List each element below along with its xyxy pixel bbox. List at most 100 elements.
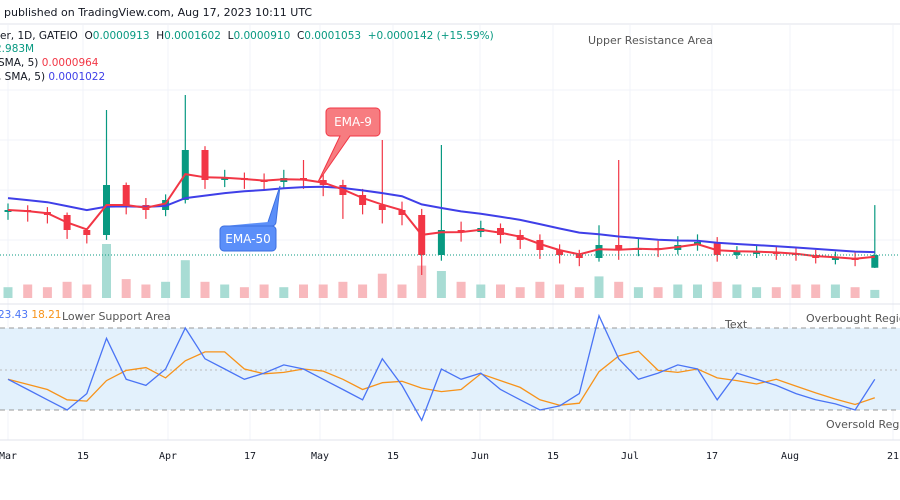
x-tick-label: Jun bbox=[471, 451, 489, 462]
x-tick-label: Jul bbox=[621, 451, 639, 462]
volume-value: 2.983M bbox=[0, 43, 35, 55]
volume-bar bbox=[535, 281, 545, 298]
candle-body bbox=[103, 185, 110, 235]
volume-bar bbox=[318, 284, 328, 298]
candle-body bbox=[871, 255, 879, 268]
candle-body bbox=[378, 205, 386, 210]
volume-bar bbox=[732, 284, 742, 298]
volume-bar bbox=[42, 287, 52, 298]
candle-body bbox=[733, 252, 741, 255]
candle-body bbox=[713, 242, 721, 255]
candle-body bbox=[556, 250, 564, 255]
volume-bar bbox=[476, 284, 486, 298]
x-tick-label: 21 bbox=[887, 451, 899, 462]
volume-bar bbox=[830, 284, 840, 298]
rsi-ma-value: 18.21 bbox=[31, 309, 62, 321]
candle-body bbox=[437, 230, 445, 255]
volume-bar bbox=[456, 281, 466, 298]
volume-bar bbox=[102, 244, 111, 298]
volume-bar bbox=[850, 287, 860, 298]
volume-bar bbox=[496, 284, 505, 298]
volume-bar bbox=[712, 281, 722, 298]
x-tick-label: 17 bbox=[244, 451, 256, 462]
low-label: L bbox=[227, 30, 234, 42]
open-value: 0.0000913 bbox=[92, 30, 150, 42]
volume-bar bbox=[870, 289, 880, 298]
x-axis: Mar 15 Apr 17 May 15 Jun 15 Jul 17 Aug 21 bbox=[0, 451, 899, 462]
rsi-value: 23.43 bbox=[0, 309, 29, 321]
volume-bar bbox=[653, 287, 663, 298]
change-value: +0.0000142 (+15.59%) bbox=[367, 30, 494, 42]
x-tick-label: 17 bbox=[706, 451, 718, 462]
volume-bar bbox=[515, 287, 525, 298]
x-tick-label: 15 bbox=[387, 451, 399, 462]
volume-bar bbox=[752, 287, 762, 298]
x-tick-label: Aug bbox=[781, 451, 799, 462]
volume-bar bbox=[279, 287, 289, 298]
candle-body bbox=[359, 195, 367, 205]
rsi-line bbox=[7, 313, 876, 422]
x-tick-label: May bbox=[311, 451, 329, 462]
volume-bar bbox=[259, 284, 269, 298]
ema9-callout[interactable] bbox=[317, 107, 381, 183]
candle-body bbox=[615, 245, 623, 250]
volume-bar bbox=[673, 284, 683, 298]
candle-body bbox=[753, 252, 761, 254]
rsi-ma-line bbox=[7, 350, 876, 406]
upper-resistance-label: Upper Resistance Area bbox=[588, 34, 713, 47]
oversold-label: Oversold Regio bbox=[826, 418, 900, 431]
volume-bar bbox=[377, 273, 387, 298]
lower-support-label: Lower Support Area bbox=[62, 310, 171, 323]
open-label: O bbox=[84, 30, 93, 42]
volume-bar bbox=[633, 287, 643, 298]
volume-bar bbox=[220, 284, 230, 298]
text-label: Text bbox=[725, 318, 748, 331]
high-label: H bbox=[156, 30, 165, 42]
volume-bar bbox=[555, 284, 565, 298]
volume-bar bbox=[62, 281, 72, 298]
volume-bar bbox=[141, 284, 151, 298]
close-label: C bbox=[296, 30, 305, 42]
ma2-name: , SMA, 5) bbox=[0, 71, 46, 83]
x-tick-label: Apr bbox=[159, 451, 177, 462]
candles bbox=[4, 95, 879, 275]
x-tick-label: 15 bbox=[77, 451, 89, 462]
symbol-label[interactable]: er, 1D, GATEIO bbox=[0, 30, 78, 42]
volume-bar bbox=[180, 260, 190, 298]
ma2-value: 0.0001022 bbox=[48, 71, 106, 83]
volume-bar bbox=[3, 287, 13, 298]
volume-bar bbox=[161, 281, 171, 298]
grid bbox=[0, 25, 900, 440]
close-value: 0.0001053 bbox=[304, 30, 362, 42]
published-header: published on TradingView.com, Aug 17, 20… bbox=[4, 6, 313, 19]
low-value: 0.0000910 bbox=[233, 30, 291, 42]
x-tick-label: Mar bbox=[0, 451, 17, 462]
ema50-callout-label: EMA-50 bbox=[225, 232, 270, 246]
candle-body bbox=[457, 230, 465, 232]
volume-bar bbox=[358, 284, 368, 298]
volume-bar bbox=[436, 271, 446, 298]
volume-bar bbox=[791, 284, 801, 298]
volume-bar bbox=[811, 284, 821, 298]
ma1-legend: SMA, 5) 0.0000964 bbox=[0, 57, 98, 69]
high-value: 0.0001602 bbox=[164, 30, 221, 42]
ma1-value: 0.0000964 bbox=[41, 57, 99, 69]
volume-bar bbox=[594, 276, 604, 298]
rsi-legend: 23.43 18.21 bbox=[0, 309, 61, 321]
ma2-legend: , SMA, 5) 0.0001022 bbox=[0, 71, 105, 83]
candle-body bbox=[201, 150, 209, 180]
x-tick-label: 15 bbox=[547, 451, 559, 462]
overbought-label: Overbought Regio bbox=[806, 312, 900, 325]
ohlc-legend: er, 1D, GATEIO O0.0000913 H0.0001602 L0.… bbox=[0, 30, 494, 42]
candle-body bbox=[221, 178, 229, 180]
volume-bar bbox=[121, 279, 131, 298]
ema50-callout[interactable] bbox=[219, 185, 281, 252]
volume-bar bbox=[200, 281, 210, 298]
candle-body bbox=[398, 210, 406, 215]
ema-9-line bbox=[7, 173, 875, 260]
candle-body bbox=[575, 255, 583, 258]
volume-bar bbox=[239, 287, 249, 298]
candle-body bbox=[122, 185, 130, 205]
